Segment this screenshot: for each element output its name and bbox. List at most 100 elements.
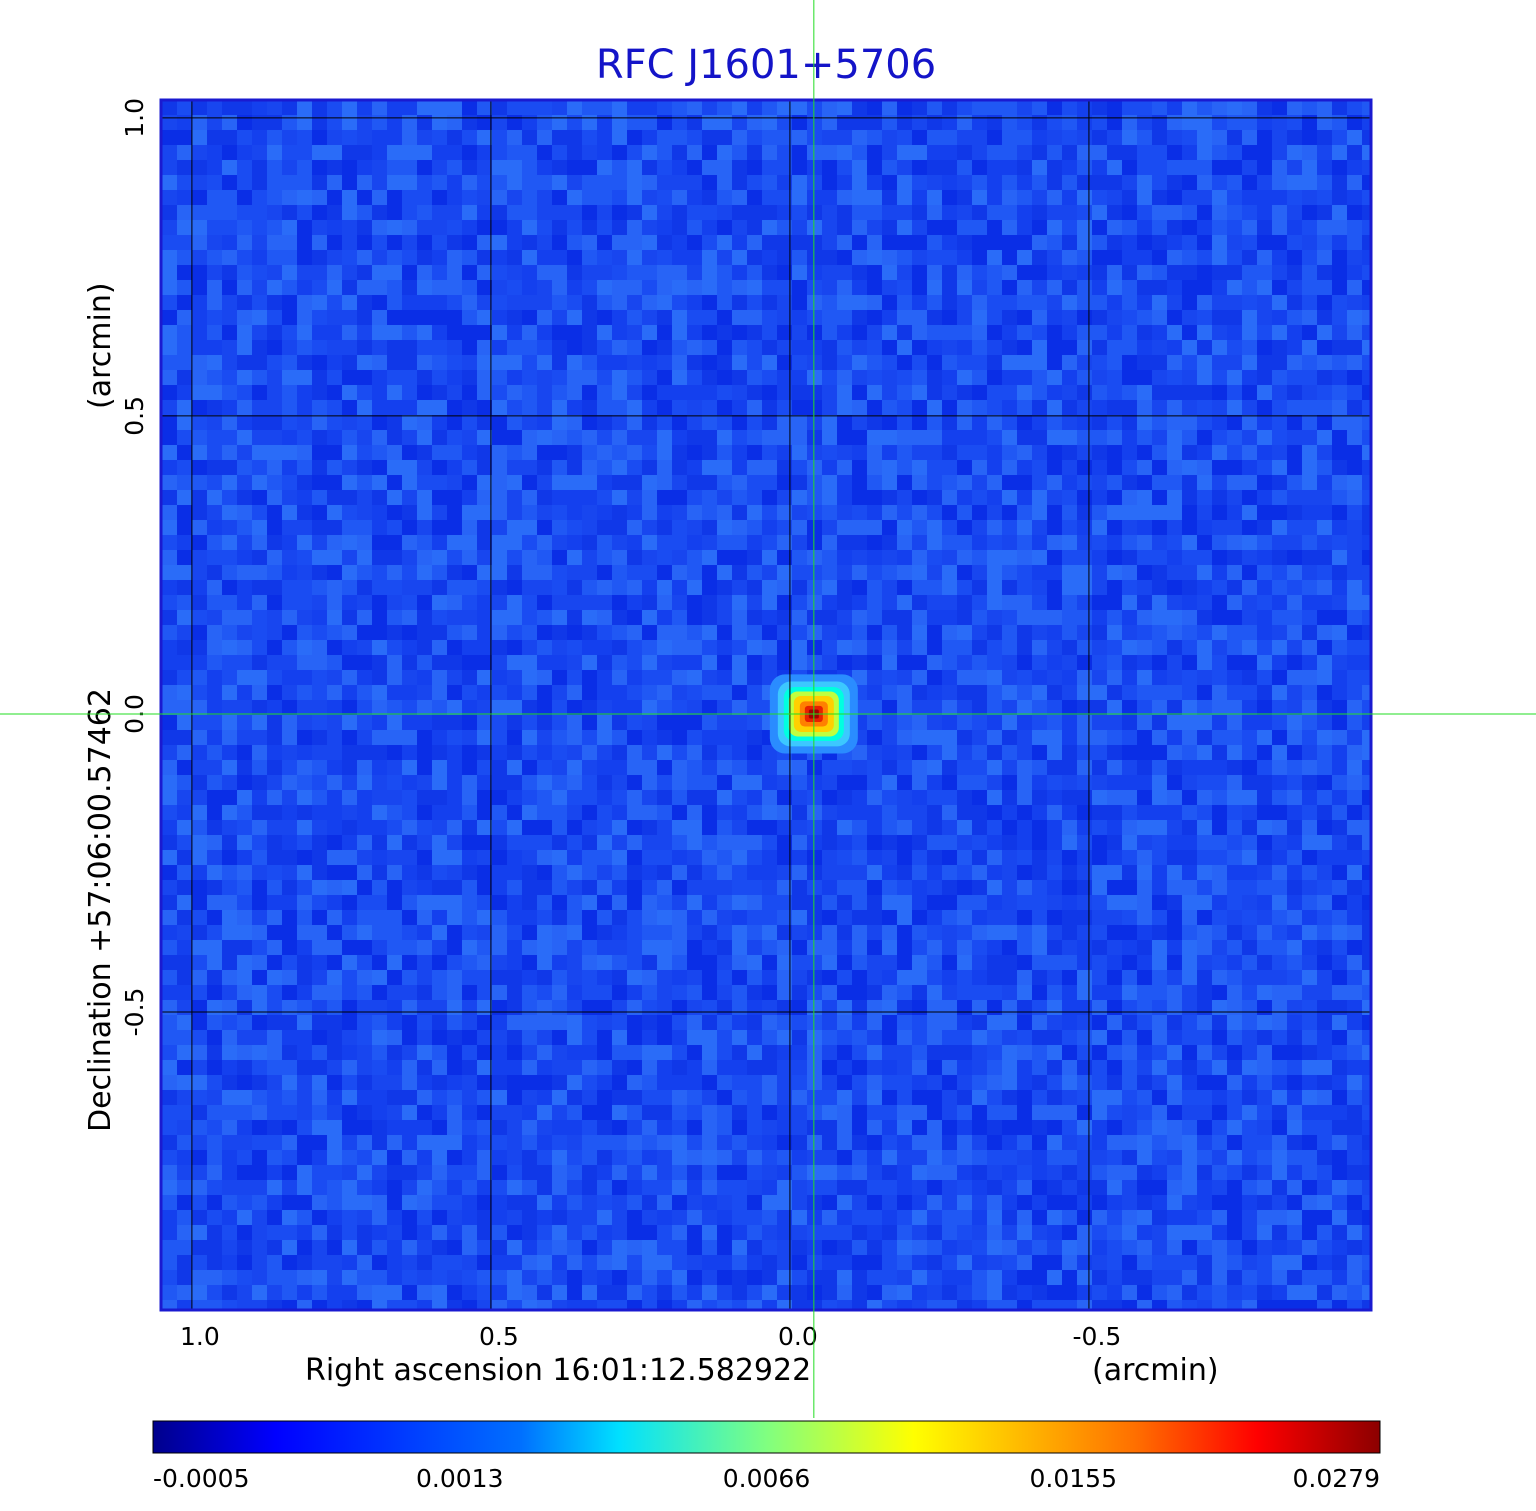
noise-cell xyxy=(957,160,972,175)
noise-cell xyxy=(1362,715,1370,730)
noise-cell xyxy=(1242,460,1257,475)
noise-cell xyxy=(552,805,567,820)
noise-cell xyxy=(612,805,627,820)
noise-cell xyxy=(1152,340,1167,355)
noise-cell xyxy=(207,625,222,640)
noise-cell xyxy=(432,910,447,925)
noise-cell xyxy=(1167,580,1182,595)
noise-cell xyxy=(162,835,177,850)
noise-cell xyxy=(1242,385,1257,400)
noise-cell xyxy=(1047,910,1062,925)
noise-cell xyxy=(1347,460,1362,475)
noise-cell xyxy=(1332,565,1347,580)
noise-cell xyxy=(597,745,612,760)
noise-cell xyxy=(807,865,822,880)
noise-cell xyxy=(1347,835,1362,850)
noise-cell xyxy=(237,160,252,175)
noise-cell xyxy=(852,1015,867,1030)
noise-cell xyxy=(1272,625,1287,640)
noise-cell xyxy=(387,220,402,235)
noise-cell xyxy=(972,340,987,355)
noise-cell xyxy=(387,685,402,700)
noise-cell xyxy=(987,100,1002,115)
noise-cell xyxy=(927,880,942,895)
noise-cell xyxy=(1077,145,1092,160)
noise-cell xyxy=(582,880,597,895)
noise-cell xyxy=(1347,595,1362,610)
noise-cell xyxy=(1032,760,1047,775)
noise-cell xyxy=(897,505,912,520)
noise-cell xyxy=(207,460,222,475)
noise-cell xyxy=(312,820,327,835)
noise-cell xyxy=(822,970,837,985)
noise-cell xyxy=(1002,175,1017,190)
noise-cell xyxy=(1362,970,1370,985)
noise-cell xyxy=(882,475,897,490)
noise-cell xyxy=(717,610,732,625)
noise-cell xyxy=(1137,550,1152,565)
noise-cell xyxy=(567,265,582,280)
noise-cell xyxy=(1242,190,1257,205)
noise-cell xyxy=(1167,865,1182,880)
noise-cell xyxy=(1197,130,1212,145)
noise-cell xyxy=(207,310,222,325)
noise-cell xyxy=(192,265,207,280)
noise-cell xyxy=(1212,160,1227,175)
noise-cell xyxy=(1107,340,1122,355)
noise-cell xyxy=(552,640,567,655)
noise-cell xyxy=(192,670,207,685)
noise-cell xyxy=(177,580,192,595)
noise-cell xyxy=(462,970,477,985)
noise-cell xyxy=(897,760,912,775)
noise-cell xyxy=(492,820,507,835)
noise-cell xyxy=(1047,145,1062,160)
noise-cell xyxy=(402,865,417,880)
noise-cell xyxy=(597,910,612,925)
noise-cell xyxy=(1317,490,1332,505)
noise-cell xyxy=(747,865,762,880)
noise-cell xyxy=(492,895,507,910)
noise-cell xyxy=(162,355,177,370)
noise-cell xyxy=(972,130,987,145)
noise-cell xyxy=(282,280,297,295)
noise-cell xyxy=(1362,985,1370,1000)
noise-cell xyxy=(237,205,252,220)
noise-cell xyxy=(522,835,537,850)
noise-cell xyxy=(237,190,252,205)
noise-cell xyxy=(522,190,537,205)
noise-cell xyxy=(1197,655,1212,670)
noise-cell xyxy=(387,850,402,865)
noise-cell xyxy=(1332,280,1347,295)
noise-cell xyxy=(162,790,177,805)
noise-cell xyxy=(1212,325,1227,340)
noise-cell xyxy=(1287,475,1302,490)
noise-cell xyxy=(552,550,567,565)
noise-cell xyxy=(687,280,702,295)
noise-cell xyxy=(882,445,897,460)
noise-cell xyxy=(747,925,762,940)
noise-cell xyxy=(627,700,642,715)
noise-cell xyxy=(417,355,432,370)
noise-cell xyxy=(537,505,552,520)
noise-cell xyxy=(1017,685,1032,700)
noise-cell xyxy=(1032,220,1047,235)
noise-cell xyxy=(1077,520,1092,535)
noise-cell xyxy=(1107,760,1122,775)
noise-cell xyxy=(972,100,987,115)
noise-cell xyxy=(777,490,792,505)
noise-cell xyxy=(1317,220,1332,235)
noise-cell xyxy=(672,295,687,310)
noise-cell xyxy=(792,955,807,970)
noise-cell xyxy=(1197,490,1212,505)
noise-cell xyxy=(327,985,342,1000)
noise-cell xyxy=(1137,955,1152,970)
noise-cell xyxy=(492,880,507,895)
noise-cell xyxy=(387,535,402,550)
noise-cell xyxy=(687,925,702,940)
noise-cell xyxy=(537,805,552,820)
noise-cell xyxy=(957,610,972,625)
noise-cell xyxy=(942,520,957,535)
noise-cell xyxy=(1332,460,1347,475)
noise-cell xyxy=(1017,805,1032,820)
noise-cell xyxy=(267,310,282,325)
